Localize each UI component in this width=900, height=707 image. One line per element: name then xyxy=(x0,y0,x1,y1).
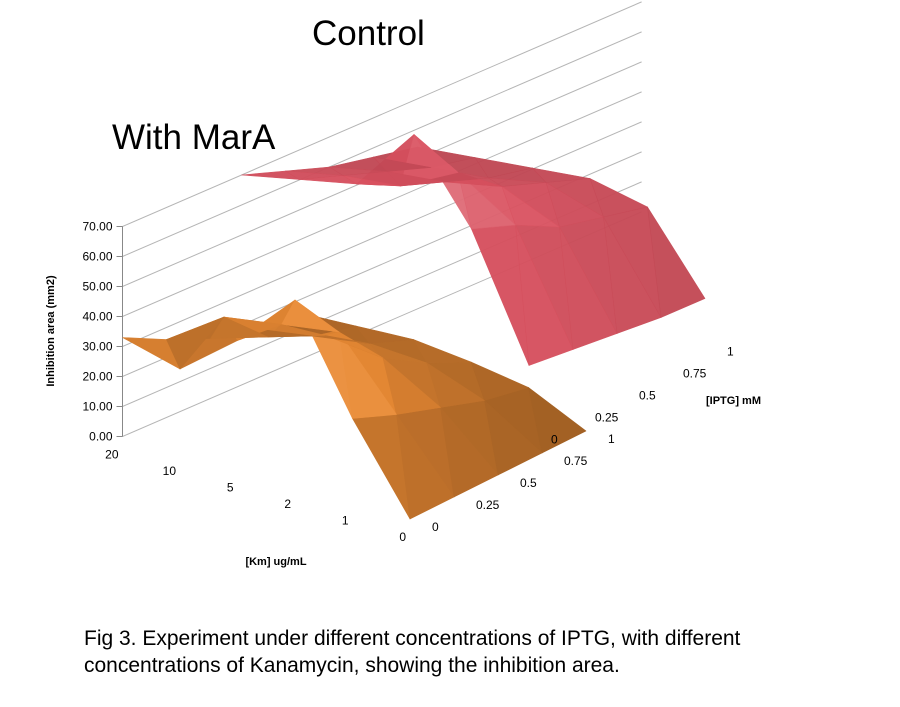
z-axis-title: [IPTG] mM xyxy=(706,395,761,407)
y-tick-label: 0.00 xyxy=(89,430,113,444)
x-axis-title: [Km] ug/mL xyxy=(245,556,306,568)
surface-facet-control xyxy=(488,177,547,187)
surface-facet-with-mara xyxy=(355,325,414,344)
iptg-tick-label: 0.75 xyxy=(564,454,588,468)
surface-facet-with-mara xyxy=(440,407,499,498)
surface-facet-with-mara xyxy=(210,316,269,339)
chart-surfaces xyxy=(122,134,706,520)
y-tick-label: 60.00 xyxy=(82,250,112,264)
y-tick-label: 20.00 xyxy=(82,370,112,384)
surface-facet-control xyxy=(532,167,591,183)
iptg-tick-label: 0.75 xyxy=(683,367,707,381)
gridline xyxy=(122,91,642,317)
iptg-tick-label: 0 xyxy=(551,433,558,447)
surface-facet-with-mara xyxy=(281,299,340,333)
series-label-with-mara: With MarA xyxy=(112,118,276,157)
series-label-control: Control xyxy=(312,14,425,53)
chart-grid xyxy=(116,1,642,437)
km-tick-label: 10 xyxy=(163,464,177,478)
km-tick-label: 1 xyxy=(342,514,349,528)
surface-facet-control xyxy=(457,172,516,230)
y-tick-label: 50.00 xyxy=(82,280,112,294)
chart-canvas: 0.00 10.00 20.00 30.00 40.00 50.00 60.00 70.00 2… xyxy=(45,1,761,568)
km-tick-label: 20 xyxy=(105,448,119,462)
surface-facet-control xyxy=(603,216,662,334)
iptg-tick-label: 0.25 xyxy=(595,411,619,425)
figure-caption: Fig 3. Experiment under different concen… xyxy=(84,627,741,677)
surface-facet-control xyxy=(589,178,648,218)
surface-chart: 0.00 10.00 20.00 30.00 40.00 50.00 60.00 70.00 2… xyxy=(45,1,761,568)
surface-facet-with-mara xyxy=(338,331,397,419)
surface-facet-with-mara xyxy=(369,343,428,364)
surface-facet-control xyxy=(285,170,344,180)
surface-facet-control xyxy=(559,226,618,350)
surface-facet-with-mara xyxy=(396,414,455,520)
surface-facet-with-mara xyxy=(426,362,485,408)
surface-facet-with-mara xyxy=(254,328,313,338)
km-tick-label: 0 xyxy=(399,530,406,544)
iptg-tick-label: 1 xyxy=(608,432,615,446)
gridline xyxy=(122,121,642,347)
surface-facet-control xyxy=(515,224,574,366)
km-tick-label: 2 xyxy=(284,497,291,511)
km-tick-label: 5 xyxy=(227,481,234,495)
surface-facet-control xyxy=(647,206,706,318)
gridline xyxy=(122,1,642,227)
y-axis-title: Inhibition area (mm2) xyxy=(45,275,57,387)
iptg-tick-label: 0.25 xyxy=(476,498,500,512)
chart-ticks: 0.00 10.00 20.00 30.00 40.00 50.00 60.00 70.00 2… xyxy=(82,220,734,545)
iptg-tick-label: 1 xyxy=(727,345,734,359)
surface-facet-with-mara xyxy=(470,361,529,401)
surface-facet-control xyxy=(501,186,560,228)
surface-facet-with-mara xyxy=(413,339,472,364)
iptg-tick-label: 0 xyxy=(432,520,439,534)
surface-facet-with-mara xyxy=(484,400,543,476)
surface-facet-control xyxy=(342,175,401,187)
surface-facet-control xyxy=(474,157,533,179)
surface-facet-with-mara xyxy=(166,316,225,370)
y-tick-label: 30.00 xyxy=(82,340,112,354)
y-tick-label: 40.00 xyxy=(82,310,112,324)
iptg-tick-label: 0.5 xyxy=(639,389,656,403)
surface-facet-with-mara xyxy=(528,387,587,454)
gridline xyxy=(122,31,642,257)
surface-facet-with-mara xyxy=(382,357,441,415)
y-tick-label: 70.00 xyxy=(82,220,112,234)
surface-facet-control xyxy=(386,171,445,187)
iptg-tick-label: 0.5 xyxy=(520,476,537,490)
surface-facet-control xyxy=(373,156,432,172)
y-tick-label: 10.00 xyxy=(82,400,112,414)
surface-facet-control xyxy=(329,166,388,176)
surface-facet-control xyxy=(545,182,604,228)
